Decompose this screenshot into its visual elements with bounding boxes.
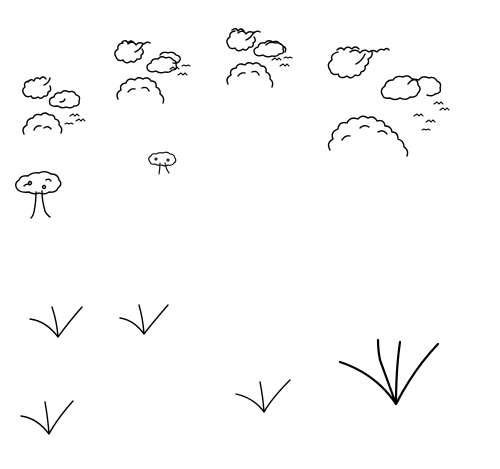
- grass-tuft-icon: [119, 304, 169, 335]
- birds-icon: [169, 64, 191, 76]
- mushroom-tree-icon: [15, 171, 62, 219]
- sky-group-4: [327, 46, 450, 157]
- bush-icon: [116, 77, 165, 104]
- bush-icon: [226, 62, 274, 88]
- birds-icon: [64, 113, 86, 125]
- grass-tuft-icon: [29, 306, 83, 338]
- grass-tuft-icon: [338, 338, 440, 406]
- birds-icon: [413, 101, 450, 131]
- sky-group-2: [114, 40, 191, 104]
- grass-tuft-1: [29, 306, 83, 338]
- scalloped-cloud-icon: [114, 40, 151, 64]
- cloud-icon: [146, 51, 181, 74]
- grass-tuft-2: [119, 304, 169, 335]
- cloud-icon: [48, 90, 81, 109]
- bush-icon: [22, 112, 63, 135]
- tree-large: [15, 171, 62, 219]
- birds-icon: [271, 56, 293, 67]
- grass-tuft-icon: [235, 379, 291, 413]
- scalloped-cloud-icon: [22, 76, 52, 99]
- grass-tuft-4: [235, 379, 291, 413]
- sky-group-1: [22, 76, 86, 135]
- scalloped-cloud-icon: [327, 46, 390, 79]
- grass-tuft-3: [20, 400, 74, 435]
- cloud-icon: [380, 75, 442, 101]
- mushroom-tree-icon: [148, 151, 177, 175]
- scalloped-cloud-icon: [226, 28, 261, 52]
- grass-tuft-icon: [20, 400, 74, 435]
- cloud-icon: [253, 40, 287, 58]
- bush-icon: [327, 115, 409, 157]
- tree-small: [148, 151, 177, 175]
- grass-tuft-5: [338, 338, 440, 406]
- sky-group-3: [226, 28, 293, 88]
